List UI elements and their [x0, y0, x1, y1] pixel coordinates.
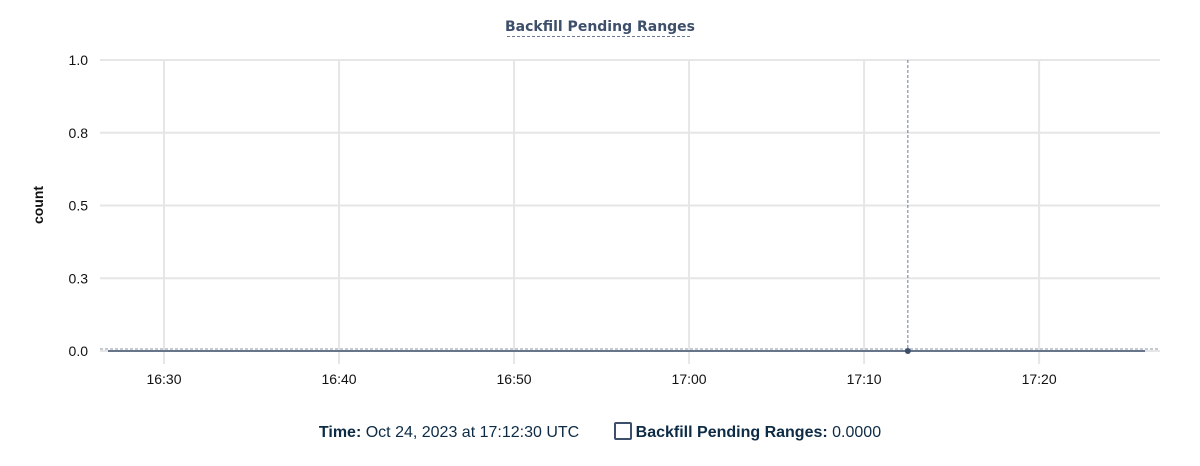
series-label: Backfill Pending Ranges: — [635, 424, 828, 441]
x-tick-label: 16:50 — [497, 371, 532, 387]
y-tick-label: 0.8 — [69, 125, 89, 141]
y-tick-label: 1.0 — [69, 52, 89, 68]
x-tick-label: 17:00 — [672, 371, 707, 387]
chart-title[interactable]: Backfill Pending Ranges — [505, 19, 695, 35]
legend-readout: Time: Oct 24, 2023 at 17:12:30 UTC Backf… — [0, 422, 1200, 442]
x-tick-label: 17:20 — [1022, 371, 1057, 387]
time-label: Time: — [318, 424, 362, 441]
y-tick-label: 0.3 — [69, 270, 89, 286]
time-value: Oct 24, 2023 at 17:12:30 UTC — [365, 424, 580, 441]
y-axis-label: count — [30, 186, 46, 224]
x-tick-label: 16:40 — [322, 371, 357, 387]
x-tick-label: 17:10 — [847, 371, 882, 387]
cursor-point — [904, 348, 911, 354]
y-tick-label: 0.0 — [69, 343, 89, 359]
y-tick-label: 0.5 — [69, 198, 89, 214]
x-tick-label: 16:30 — [146, 371, 181, 387]
series-value: 0.0000 — [832, 424, 882, 441]
series-toggle-checkbox[interactable] — [613, 422, 632, 440]
